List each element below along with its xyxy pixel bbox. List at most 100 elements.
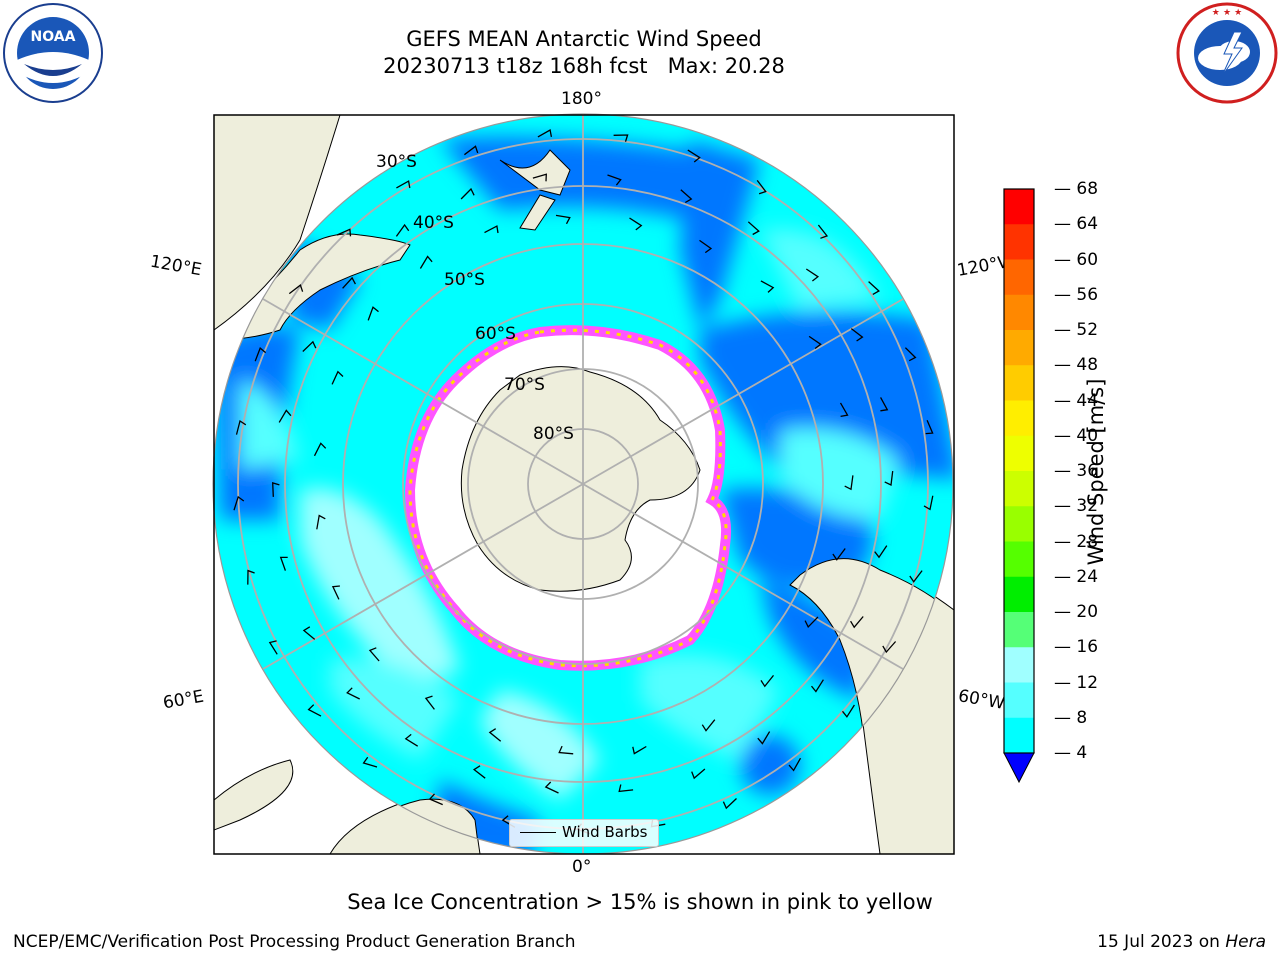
wind-barb <box>544 781 559 794</box>
wind-barb <box>923 495 934 511</box>
wind-barb <box>532 173 547 182</box>
colorbar-tick-label: — 32 <box>1054 496 1099 517</box>
wind-barb <box>850 328 864 342</box>
wind-barb <box>316 514 326 530</box>
wind-barb <box>404 733 419 747</box>
wind-barb <box>618 784 634 793</box>
lat-label-50s: 50°S <box>444 270 485 290</box>
wind-barb <box>757 731 771 745</box>
wind-barb <box>756 180 767 195</box>
wind-barb <box>288 284 304 295</box>
wind-barb <box>555 214 571 225</box>
nws-logo: ★ ★ ★ <box>1176 2 1278 104</box>
colorbar-band <box>1004 330 1034 366</box>
wind-barb <box>613 134 629 142</box>
wind-barb <box>424 695 435 710</box>
wind-barb <box>925 419 934 435</box>
colorbar-band <box>1004 365 1034 401</box>
wind-barb <box>882 641 897 654</box>
noaa-logo: NOAA <box>3 3 103 103</box>
lon-label-180: 180° <box>561 89 602 109</box>
wind-barb <box>313 442 327 457</box>
footer-date: 15 Jul 2023 on Hera <box>1097 932 1266 952</box>
wind-barb <box>272 482 280 497</box>
wind-barbs <box>233 128 934 835</box>
wind-barb <box>367 306 379 321</box>
legend-label: Wind Barbs <box>562 823 648 841</box>
wind-barb <box>747 221 760 236</box>
wind-barb <box>233 495 245 511</box>
wind-barb <box>788 757 802 772</box>
colorbar-band <box>1004 224 1034 260</box>
colorbar-band <box>1004 400 1034 437</box>
wind-barb <box>832 548 846 561</box>
lat-label-60s: 60°S <box>475 324 516 344</box>
wind-barb <box>488 728 502 742</box>
wind-barb <box>307 704 322 717</box>
wind-barb <box>235 419 247 435</box>
lat-label-70s: 70°S <box>504 375 545 395</box>
colorbar-tick-label: — 60 <box>1054 249 1099 270</box>
wind-barb <box>839 402 849 418</box>
colorbar-under-triangle <box>1003 752 1035 784</box>
colorbar-tick-label: — 24 <box>1054 566 1099 587</box>
map-legend: Wind Barbs <box>509 819 659 847</box>
wind-barb <box>632 745 647 755</box>
colorbar-band <box>1004 612 1034 648</box>
wind-barb <box>396 180 411 189</box>
colorbar-tick-label: — 40 <box>1054 425 1099 446</box>
colorbar-title: Wind Speed [m/s] <box>1084 378 1108 566</box>
footer-machine: Hera <box>1225 932 1266 952</box>
wind-barb <box>629 217 643 231</box>
footer-credit: NCEP/EMC/Verification Post Processing Pr… <box>13 932 576 952</box>
colorbar-tick-label: — 20 <box>1054 602 1099 622</box>
map-frame <box>213 114 955 855</box>
wind-barb <box>268 640 278 655</box>
wind-barb <box>558 745 574 755</box>
wind-barb <box>699 239 713 254</box>
wind-barb <box>805 268 820 282</box>
colorbar-tick-label: — 68 <box>1054 179 1099 199</box>
colorbar-tick-label: — 44 <box>1054 390 1099 411</box>
wind-barb <box>254 347 267 362</box>
wind-barb <box>687 149 701 163</box>
wind-barb <box>691 768 706 780</box>
wind-barb <box>362 756 378 768</box>
footer-date-text: 15 Jul 2023 on <box>1097 932 1226 952</box>
colorbar-band <box>1004 717 1034 754</box>
colorbar-band <box>1004 506 1034 542</box>
wind-barb <box>701 719 716 732</box>
colorbar-tick-label: — 56 <box>1054 284 1099 305</box>
lon-label-0: 0° <box>572 857 592 877</box>
colorbar-tick-label: — 8 <box>1054 707 1088 728</box>
colorbar-band <box>1004 682 1034 719</box>
wind-barb <box>460 187 475 200</box>
colorbar-tick-label: — 64 <box>1054 214 1099 235</box>
chart-subtitle: 20230713 t18z 168h fcst Max: 20.28 <box>383 54 785 78</box>
wind-barb <box>302 340 317 352</box>
wind-barb <box>331 585 340 600</box>
lat-label-30s: 30°S <box>376 152 417 172</box>
wind-barb <box>874 545 888 559</box>
colorbar-band <box>1004 259 1034 296</box>
colorbar-tick-label: — 48 <box>1054 355 1099 376</box>
colorbar-band <box>1004 294 1034 331</box>
noaa-logo-text: NOAA <box>31 29 76 45</box>
wind-barb <box>607 174 622 186</box>
wind-barb <box>419 255 433 269</box>
wind-barb <box>868 281 881 295</box>
wind-barb <box>841 704 855 718</box>
wind-barb <box>680 189 693 204</box>
wind-barb <box>810 679 824 693</box>
wind-barb <box>368 647 380 662</box>
wind-barb <box>904 347 917 362</box>
wind-barb <box>850 616 864 629</box>
colorbar-band <box>1004 541 1034 578</box>
colorbar-tick-label: — 12 <box>1054 672 1099 693</box>
wind-barb-legend-line <box>520 832 556 833</box>
colorbar-band <box>1004 576 1034 613</box>
map-caption: Sea Ice Concentration > 15% is shown in … <box>347 890 933 914</box>
colorbar-tick-label: — 52 <box>1054 320 1099 340</box>
lat-label-80s: 80°S <box>533 424 574 444</box>
